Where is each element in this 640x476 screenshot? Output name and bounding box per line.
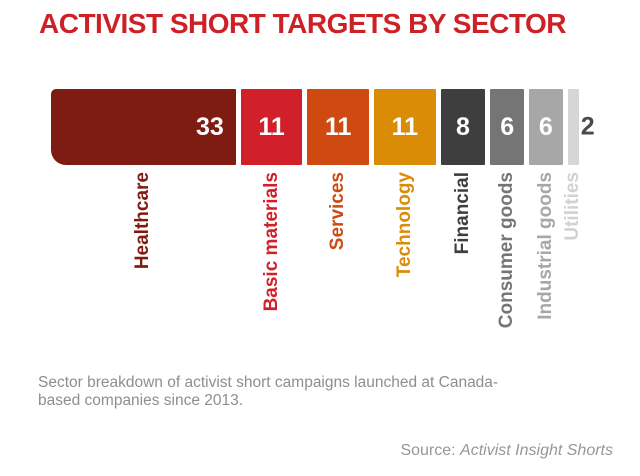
source-prefix: Source: xyxy=(400,442,461,459)
bar-value-label: 11 xyxy=(258,112,285,141)
bar-financial: 8 xyxy=(440,89,486,165)
bar-category-label-services: Services xyxy=(327,172,349,251)
bar-category-label-industrial-goods: Industrial goods xyxy=(534,172,556,320)
chart-title: ACTIVIST SHORT TARGETS BY SECTOR xyxy=(39,8,566,39)
chart-caption: Sector breakdown of activist short campa… xyxy=(38,374,499,409)
source-line: Source: Activist Insight Shorts xyxy=(400,442,613,460)
bar-services: 11 xyxy=(307,89,369,165)
bar-value-label: 8 xyxy=(456,112,470,141)
bar-utilities: 2 xyxy=(567,89,595,165)
bar-category-label-healthcare: Healthcare xyxy=(132,172,154,270)
bar-value-label: 2 xyxy=(580,112,595,141)
bar-value-label: 6 xyxy=(538,112,553,141)
bar-category-label-utilities: Utilities xyxy=(562,172,584,241)
bar-value-label: 11 xyxy=(391,112,418,141)
bar-basic-materials: 11 xyxy=(240,89,303,165)
bar-category-label-consumer-goods: Consumer goods xyxy=(496,172,518,329)
source-name: Activist Insight Shorts xyxy=(460,442,613,459)
bar-value-label: 6 xyxy=(500,112,515,141)
bar-consumer-goods: 6 xyxy=(490,89,524,165)
bar-value-label: 33 xyxy=(195,112,224,141)
bar-healthcare: 33 xyxy=(51,89,236,165)
bars-row: 33 11 11 11 8 6 6 2 xyxy=(51,89,595,165)
bar-category-label-basic-materials: Basic materials xyxy=(260,172,282,312)
bar-technology: 11 xyxy=(373,89,436,165)
bar-value-label: 11 xyxy=(324,112,352,141)
bar-category-label-financial: Financial xyxy=(452,172,473,255)
bar-industrial-goods: 6 xyxy=(528,89,563,165)
bar-category-label-technology: Technology xyxy=(393,172,415,278)
